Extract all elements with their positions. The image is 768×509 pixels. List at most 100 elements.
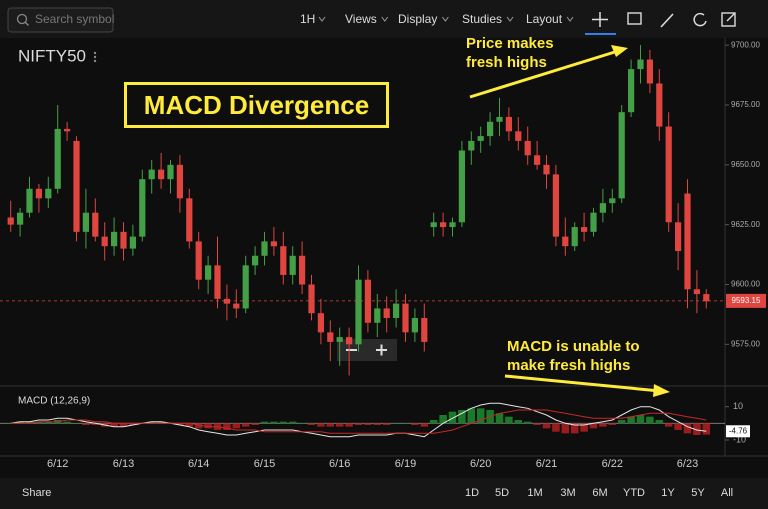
histogram-bar — [523, 421, 532, 424]
search-placeholder[interactable]: Search symbol — [35, 12, 114, 26]
histogram-bar — [561, 423, 570, 434]
candle-body — [468, 140, 475, 151]
histogram-bar — [599, 423, 607, 427]
candle-body — [477, 136, 484, 141]
candle-body — [674, 222, 682, 251]
candle-body — [411, 317, 419, 333]
menu-dots[interactable] — [93, 51, 97, 55]
footer-bar — [0, 478, 768, 509]
candle-body — [505, 116, 513, 132]
divergence-title: MACD Divergence — [124, 82, 389, 128]
histogram-bar — [589, 423, 598, 429]
histogram-bar — [204, 423, 212, 429]
candle-body — [26, 188, 33, 213]
candle-body — [430, 222, 437, 228]
menu-dots[interactable] — [93, 59, 97, 63]
candle-body — [439, 222, 447, 228]
menu-dots[interactable] — [93, 55, 97, 59]
candle-body — [421, 317, 428, 342]
histogram-bar — [317, 423, 325, 427]
histogram-bar — [16, 421, 24, 424]
candle-body — [101, 236, 108, 247]
range-button[interactable]: YTD — [623, 487, 645, 499]
macd-value-box — [726, 425, 750, 438]
x-tick-label: 6/14 — [188, 458, 209, 470]
candle-body — [261, 241, 268, 256]
toolbar-menu[interactable]: Layout — [526, 12, 563, 26]
range-button[interactable]: 1M — [527, 487, 542, 499]
histogram-bar — [119, 423, 128, 427]
candle-body — [242, 265, 249, 309]
histogram-bar — [251, 423, 259, 425]
candle-body — [317, 313, 325, 333]
price-annotation: Price makes fresh highs — [466, 35, 554, 71]
histogram-bar — [335, 423, 344, 427]
candle-body — [327, 332, 334, 342]
range-button[interactable]: 5D — [495, 487, 509, 499]
histogram-bar — [82, 423, 90, 425]
histogram-bar — [683, 423, 692, 434]
toolbar-menu[interactable]: Display — [398, 12, 437, 26]
candle-body — [383, 308, 390, 318]
annotation-arrow-head — [653, 384, 670, 397]
candle-body — [345, 337, 353, 345]
x-tick-label: 6/20 — [470, 458, 491, 470]
candle-body — [148, 169, 155, 180]
candle-body — [533, 155, 541, 165]
histogram-bar — [194, 423, 203, 429]
toolbar-menu[interactable]: Studies — [462, 12, 502, 26]
x-tick-label: 6/22 — [602, 458, 623, 470]
histogram-bar — [580, 423, 588, 432]
candle-body — [233, 303, 240, 309]
histogram-bar — [307, 423, 316, 425]
range-button[interactable]: 5Y — [691, 487, 705, 499]
histogram-bar — [260, 421, 269, 424]
candle-body — [543, 164, 550, 175]
search-box[interactable] — [7, 7, 114, 33]
histogram-bar — [401, 423, 410, 424]
toolbar-menu[interactable]: Views — [345, 12, 377, 26]
draw-icon[interactable] — [660, 13, 674, 28]
histogram-bar — [147, 421, 156, 424]
histogram-bar — [636, 415, 645, 424]
histogram-bar — [129, 423, 137, 425]
comment-icon[interactable] — [627, 12, 642, 25]
range-button[interactable]: 6M — [592, 487, 607, 499]
annotation-arrow — [469, 49, 619, 99]
toolbar — [0, 0, 768, 38]
candle-body — [251, 255, 259, 266]
histogram-bar — [364, 423, 372, 425]
range-button[interactable]: All — [721, 487, 733, 499]
candle-body — [524, 140, 531, 156]
caret — [441, 16, 449, 22]
candle-body — [157, 169, 165, 180]
reset-icon[interactable] — [693, 12, 707, 27]
range-button[interactable]: 1Y — [661, 487, 675, 499]
range-button[interactable]: 3M — [560, 487, 575, 499]
histogram-bar — [476, 408, 485, 424]
interval-button[interactable]: 1H — [300, 12, 315, 26]
x-tick-label: 6/12 — [47, 458, 68, 470]
candle-body — [139, 179, 146, 237]
candle-body — [486, 121, 494, 137]
candle-body — [35, 188, 43, 199]
histogram-bar — [514, 420, 523, 424]
popout-icon[interactable] — [726, 12, 736, 22]
share-button[interactable]: Share — [22, 487, 51, 499]
histogram-bar — [693, 423, 701, 435]
candle-body — [402, 303, 409, 333]
histogram-bar — [44, 421, 53, 424]
histogram-bar — [326, 423, 335, 427]
candle-body — [392, 303, 400, 318]
histogram-bar — [674, 423, 682, 430]
histogram-bar — [157, 421, 165, 424]
caret — [381, 16, 389, 22]
x-tick-label: 6/15 — [254, 458, 275, 470]
range-button[interactable]: 1D — [465, 487, 479, 499]
popout-icon[interactable] — [721, 12, 736, 27]
histogram-bar — [439, 415, 447, 424]
candle-body — [63, 128, 71, 132]
histogram-bar — [288, 421, 297, 424]
histogram-bar — [702, 423, 711, 435]
histogram-bar — [25, 421, 34, 424]
